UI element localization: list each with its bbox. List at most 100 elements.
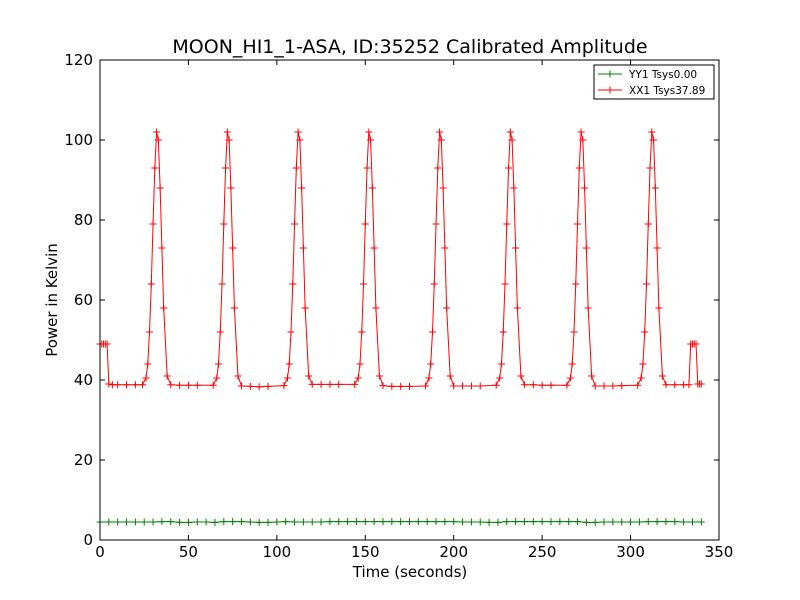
data-point [216, 328, 224, 336]
data-point [131, 381, 139, 389]
data-point [158, 244, 166, 252]
data-point [653, 244, 661, 252]
data-point [176, 518, 184, 526]
legend: YY1 Tsys0.00 XX1 Tsys37.89 [593, 64, 715, 100]
data-point [375, 372, 383, 380]
data-point [572, 280, 580, 288]
data-point [547, 381, 555, 389]
data-point [370, 244, 378, 252]
data-point [354, 374, 362, 382]
data-point [160, 304, 168, 312]
legend-box [593, 64, 715, 100]
data-point [570, 328, 578, 336]
y-axis: 0 20 40 60 80 100 120 [64, 51, 719, 549]
data-point [246, 518, 254, 526]
data-point [218, 280, 226, 288]
data-point [367, 136, 375, 144]
data-point [443, 304, 451, 312]
data-point [193, 381, 201, 389]
data-point [287, 328, 295, 336]
data-point [436, 128, 444, 136]
x-tick-label: 250 [528, 543, 557, 561]
data-point [644, 220, 652, 228]
data-point [193, 518, 201, 526]
data-point [225, 136, 233, 144]
data-point [299, 244, 307, 252]
plot-background [100, 60, 719, 540]
legend-marker [606, 86, 614, 94]
data-point [317, 518, 325, 526]
legend-marker [606, 70, 614, 78]
data-point [476, 382, 484, 390]
data-point [296, 136, 304, 144]
data-point [131, 518, 139, 526]
data-point [264, 518, 272, 526]
data-point [255, 383, 263, 391]
y-tick-label: 0 [83, 531, 93, 549]
data-point [450, 518, 458, 526]
data-point [434, 164, 442, 172]
data-point [361, 518, 369, 526]
data-point [149, 220, 157, 228]
data-point [591, 518, 599, 526]
data-point [634, 381, 642, 389]
data-point [299, 518, 307, 526]
data-point [317, 380, 325, 388]
data-point [153, 128, 161, 136]
data-point [237, 518, 245, 526]
data-point [280, 382, 288, 390]
data-point [641, 328, 649, 336]
x-tick-label: 50 [179, 543, 198, 561]
data-point [379, 382, 387, 390]
data-point [230, 304, 238, 312]
data-point [574, 518, 582, 526]
x-tick-label: 300 [616, 543, 645, 561]
data-point [294, 128, 302, 136]
series-xx1 [96, 128, 705, 391]
data-point [501, 280, 509, 288]
data-point [158, 518, 166, 526]
data-point [234, 372, 242, 380]
data-point [388, 518, 396, 526]
data-point [406, 382, 413, 390]
data-point [428, 328, 436, 336]
plot-area [96, 59, 720, 541]
data-point [467, 382, 475, 390]
data-point [370, 518, 378, 526]
data-point [591, 382, 599, 390]
data-point [459, 518, 467, 526]
data-point [214, 360, 222, 368]
data-point [697, 380, 705, 388]
legend-label: XX1 Tsys37.89 [629, 85, 705, 97]
data-point [202, 518, 210, 526]
data-point [114, 518, 122, 526]
y-tick-label: 20 [74, 451, 93, 469]
data-point [450, 382, 458, 390]
data-point [575, 164, 583, 172]
data-point [326, 380, 334, 388]
data-point [163, 372, 171, 380]
data-point [305, 372, 313, 380]
data-point [167, 381, 175, 389]
x-tick-label: 350 [705, 543, 734, 561]
data-point [425, 374, 433, 382]
data-point [644, 518, 652, 526]
data-point [574, 220, 582, 228]
data-point [618, 382, 626, 390]
data-point [692, 340, 700, 348]
data-point [627, 518, 635, 526]
data-point [397, 518, 405, 526]
data-point [291, 220, 299, 228]
data-point [282, 518, 290, 526]
data-point [308, 518, 316, 526]
data-point [568, 360, 576, 368]
data-point [146, 328, 154, 336]
data-point [220, 518, 228, 526]
data-point [439, 184, 447, 192]
series-layer [96, 128, 705, 526]
data-point [556, 518, 564, 526]
data-point [105, 518, 113, 526]
data-point [529, 381, 537, 389]
x-axis: 0 50 100 150 200 250 300 350 [95, 60, 733, 561]
data-point [538, 518, 546, 526]
